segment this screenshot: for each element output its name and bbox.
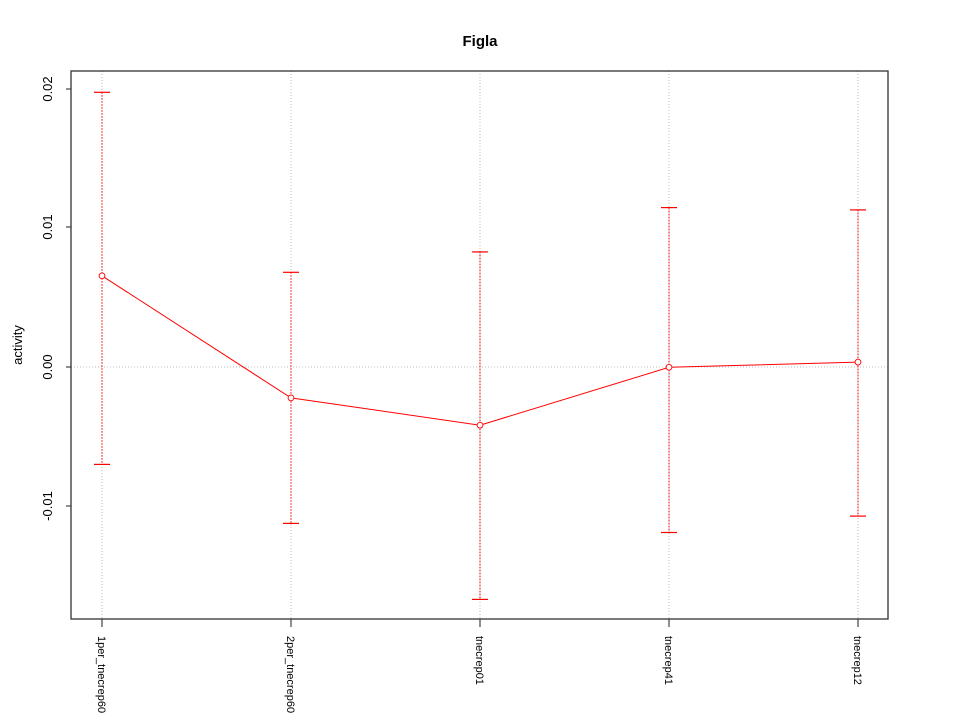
svg-text:0.02: 0.02 — [40, 76, 55, 101]
svg-text:1per_tnecrep60: 1per_tnecrep60 — [95, 636, 107, 713]
svg-text:-0.01: -0.01 — [40, 491, 55, 521]
svg-text:0.01: 0.01 — [40, 214, 55, 239]
svg-text:2per_tnecrep60: 2per_tnecrep60 — [284, 636, 296, 713]
svg-text:0.00: 0.00 — [40, 354, 55, 379]
svg-text:tnecrep01: tnecrep01 — [473, 636, 485, 685]
svg-text:activity: activity — [10, 325, 25, 365]
svg-text:tnecrep41: tnecrep41 — [662, 636, 674, 685]
svg-text:Figla: Figla — [462, 33, 498, 50]
svg-text:tnecrep12: tnecrep12 — [851, 636, 863, 685]
